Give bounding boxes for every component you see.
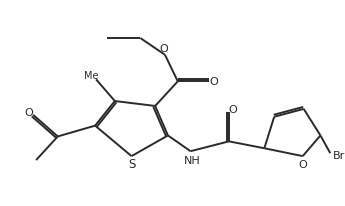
Text: O: O	[229, 105, 237, 115]
Text: O: O	[209, 77, 218, 87]
Text: Me: Me	[84, 71, 98, 81]
Text: S: S	[128, 157, 135, 170]
Text: O: O	[298, 159, 307, 169]
Text: Br: Br	[333, 150, 345, 160]
Text: O: O	[25, 108, 33, 117]
Text: O: O	[160, 44, 168, 54]
Text: NH: NH	[184, 155, 201, 165]
